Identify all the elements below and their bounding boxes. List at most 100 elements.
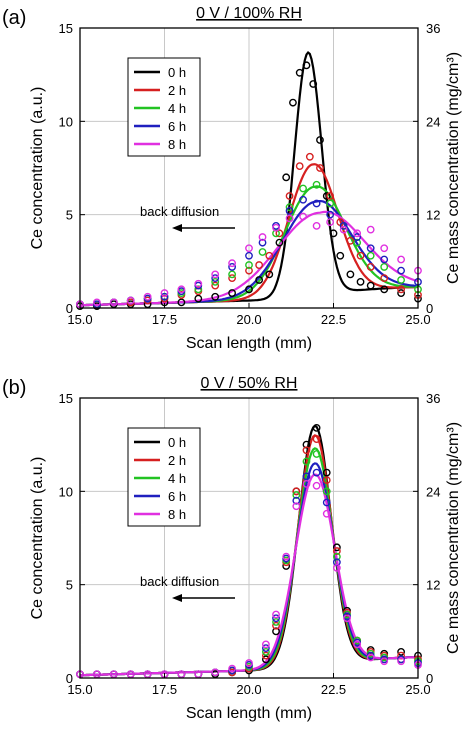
data-point: [380, 274, 389, 283]
data-point: [211, 292, 220, 301]
data-point: [397, 285, 405, 294]
legend-label: 6 h: [168, 489, 186, 504]
y-tick-label: 10: [59, 114, 73, 129]
data-point: [255, 276, 264, 284]
data-point: [228, 274, 237, 283]
data-point: [322, 509, 331, 518]
data-point: [245, 244, 253, 253]
y-tick-label: 15: [59, 21, 73, 36]
data-point: [326, 199, 335, 208]
x-tick-label: 22.5: [321, 682, 346, 697]
y-axis-title: Ce concentration (a.u.): [29, 457, 46, 620]
x-axis-title: Scan length (mm): [186, 705, 312, 722]
data-point: [261, 647, 270, 656]
data-point: [211, 274, 220, 283]
data-point: [322, 498, 331, 507]
data-point: [282, 173, 291, 182]
x-tick-label: 20.0: [236, 312, 261, 327]
data-point: [316, 164, 324, 172]
data-point: [312, 468, 321, 477]
y-right-tick-label: 24: [426, 484, 440, 499]
data-point: [295, 68, 304, 77]
data-point: [380, 255, 389, 264]
data-point: [366, 251, 375, 260]
x-tick-label: 25.0: [405, 312, 430, 327]
data-point: [326, 218, 335, 227]
data-point: [312, 481, 321, 490]
y-tick-label: 15: [59, 391, 73, 406]
data-point: [312, 423, 321, 432]
data-point: [397, 657, 405, 666]
data-point: [285, 192, 294, 200]
data-point: [245, 659, 253, 667]
data-point: [346, 236, 355, 245]
data-point: [397, 651, 405, 660]
data-point: [343, 614, 351, 623]
data-point: [302, 472, 311, 481]
data-point: [245, 251, 253, 260]
data-point: [366, 281, 375, 290]
y-right-axis-title: Ce mass concentration (mg/cm³): [445, 422, 462, 654]
data-point: [380, 285, 389, 294]
data-point: [302, 446, 311, 455]
data-point: [316, 136, 324, 144]
data-point: [143, 292, 152, 301]
series-line-8h: [80, 210, 419, 307]
data-point: [258, 238, 267, 247]
data-point: [109, 298, 118, 307]
data-point: [336, 251, 345, 260]
data-point: [282, 562, 291, 570]
chart-panel-b: 15.0 17.5 20.0 22.5 25.0 0 5 10 15 0 12 24 36 Scan le…: [0, 370, 474, 730]
data-point: [302, 61, 311, 70]
data-point: [194, 279, 203, 288]
data-point: [285, 214, 294, 223]
data-point: [272, 618, 280, 626]
data-point: [356, 251, 365, 260]
legend-label: 8 h: [168, 507, 186, 522]
data-point: [332, 558, 341, 567]
data-point: [366, 225, 375, 234]
annotation-arrow-head: [172, 224, 182, 232]
data-point: [397, 647, 405, 656]
data-point: [265, 270, 274, 279]
data-point: [329, 229, 338, 238]
data-point: [289, 98, 297, 107]
data-point: [258, 248, 267, 256]
chart-title: 0 V / 100% RH: [196, 5, 302, 22]
y-right-tick-label: 0: [426, 671, 433, 686]
data-point: [285, 203, 294, 212]
data-point: [160, 289, 169, 297]
data-point: [380, 244, 389, 253]
data-point: [177, 285, 186, 294]
y-tick-label: 5: [66, 578, 73, 593]
data-point: [397, 266, 405, 275]
data-point: [339, 225, 348, 234]
data-point: [245, 285, 253, 294]
data-point: [332, 563, 341, 572]
y-right-tick-label: 36: [426, 391, 440, 406]
data-point: [312, 435, 321, 443]
data-point: [245, 261, 253, 269]
panel-label: (b): [2, 377, 26, 399]
data-point: [258, 233, 267, 241]
data-point: [272, 627, 280, 636]
legend-label: 2 h: [168, 453, 186, 468]
legend-label: 4 h: [168, 471, 186, 486]
data-point: [265, 251, 274, 260]
data-point: [228, 263, 237, 271]
annotation-text: back diffusion: [140, 204, 219, 219]
data-point: [160, 292, 169, 301]
data-point: [299, 212, 307, 221]
data-point: [356, 277, 365, 286]
data-point: [228, 664, 237, 673]
data-point: [255, 261, 264, 269]
y-right-tick-label: 36: [426, 21, 440, 36]
data-point: [261, 655, 270, 664]
panel-label: (a): [2, 7, 26, 29]
data-point: [292, 496, 301, 505]
data-point: [194, 294, 203, 303]
y-tick-label: 5: [66, 208, 73, 223]
legend-label: 2 h: [168, 83, 186, 98]
